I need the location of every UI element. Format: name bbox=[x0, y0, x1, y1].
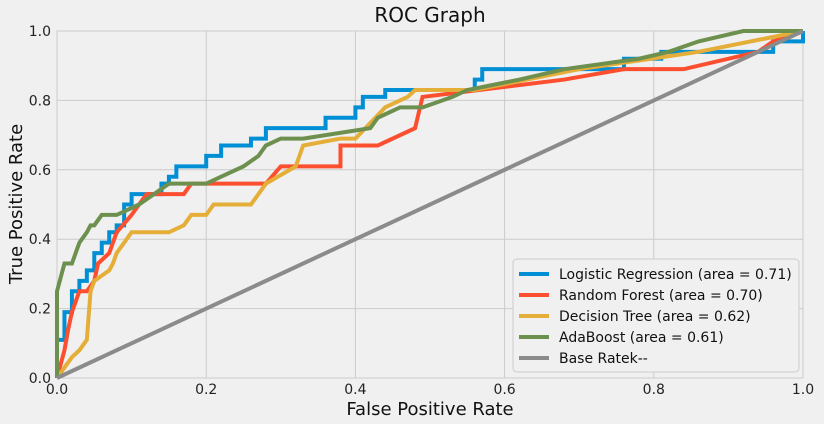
y-tick-label: 0.8 bbox=[29, 93, 51, 109]
series-line-base-ratek bbox=[56, 29, 804, 380]
series-line-adaboost bbox=[55, 29, 803, 378]
x-axis-label: False Positive Rate bbox=[346, 399, 513, 420]
x-tick-label: 0.2 bbox=[195, 382, 217, 398]
legend-label-logistic-regression: Logistic Regression (area = 0.71) bbox=[559, 267, 792, 283]
y-axis-label: True Positive Rate bbox=[6, 124, 27, 285]
x-tick-label: 0.8 bbox=[643, 382, 665, 398]
x-tick-label: 0.6 bbox=[493, 382, 515, 398]
y-tick-label: 0.2 bbox=[29, 302, 51, 318]
legend-items: Logistic Regression (area = 0.71) Random … bbox=[519, 267, 792, 367]
legend-label-decision-tree: Decision Tree (area = 0.62) bbox=[559, 309, 751, 325]
grid bbox=[56, 30, 804, 379]
legend: Logistic Regression (area = 0.71) Random … bbox=[512, 258, 800, 373]
legend-label-base-ratek: Base Ratek-- bbox=[559, 351, 648, 367]
x-tick-labels: 0.0 0.2 0.4 0.6 0.8 1.0 bbox=[46, 382, 814, 398]
series-layer bbox=[55, 29, 805, 380]
y-tick-label: 0.6 bbox=[29, 163, 51, 179]
legend-label-adaboost: AdaBoost (area = 0.61) bbox=[559, 330, 724, 346]
legend-box bbox=[512, 258, 800, 373]
y-tick-labels: 0.0 0.2 0.4 0.6 0.8 1.0 bbox=[29, 24, 51, 387]
chart-title: ROC Graph bbox=[374, 3, 485, 27]
y-tick-label: 0.0 bbox=[29, 371, 51, 387]
y-tick-label: 0.4 bbox=[29, 232, 51, 248]
x-tick-label: 1.0 bbox=[792, 382, 814, 398]
y-tick-label: 1.0 bbox=[29, 24, 51, 40]
legend-label-random-forest: Random Forest (area = 0.70) bbox=[559, 288, 763, 304]
x-tick-label: 0.4 bbox=[344, 382, 366, 398]
x-tick-label: 0.0 bbox=[46, 382, 68, 398]
series-line-decision-tree bbox=[55, 29, 804, 380]
series-line-random-forest bbox=[55, 29, 804, 379]
series-line-logistic-regression bbox=[55, 31, 805, 378]
